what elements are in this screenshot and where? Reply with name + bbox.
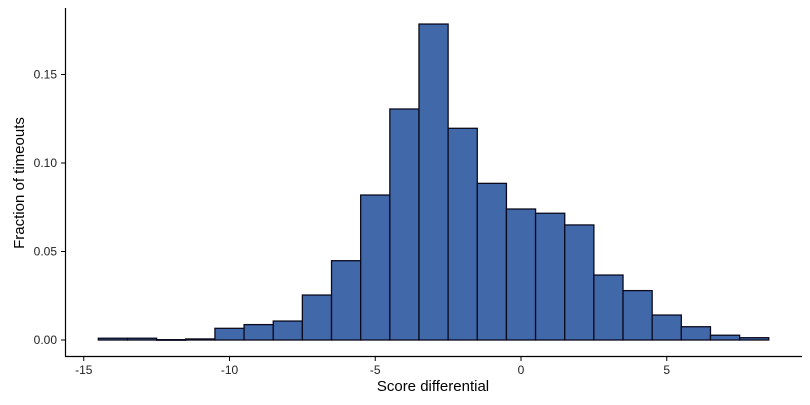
histogram-bar <box>709 334 741 341</box>
histogram-bar <box>185 338 216 341</box>
histogram-bar <box>330 260 362 341</box>
x-axis-ticks: -15 -10 -5 0 5 <box>75 356 670 377</box>
histogram-bar <box>360 194 391 341</box>
histogram-bar <box>651 314 682 341</box>
histogram-bar <box>505 208 537 341</box>
y-tick-label: 0.10 <box>34 156 58 170</box>
histogram-bar <box>447 127 478 341</box>
y-tick-label: 0.05 <box>34 245 58 259</box>
y-tick-label: 0.15 <box>34 68 58 82</box>
histogram-bar <box>564 224 595 341</box>
x-tick-label: 0 <box>518 363 525 377</box>
x-tick-label: -5 <box>370 363 381 377</box>
histogram-bar <box>126 337 158 341</box>
y-axis-title: Fraction of timeouts <box>11 117 28 249</box>
histogram-bars <box>97 23 770 341</box>
histogram-bar <box>214 327 245 341</box>
histogram-bar <box>738 337 770 341</box>
x-tick-label: 5 <box>663 363 670 377</box>
histogram-bar <box>301 294 333 341</box>
histogram-bar <box>97 337 129 341</box>
histogram-bar <box>534 212 566 341</box>
x-tick-label: -15 <box>75 363 93 377</box>
histogram-bar <box>680 326 712 341</box>
histogram-bar <box>389 108 420 341</box>
y-tick-label: 0.00 <box>34 333 58 347</box>
histogram-bar <box>418 23 449 341</box>
histogram-bar <box>272 320 304 341</box>
histogram-bar <box>622 289 653 341</box>
y-axis-ticks: 0.00 0.05 0.10 0.15 <box>34 68 66 347</box>
x-axis-title: Score differential <box>377 378 489 395</box>
histogram-bar <box>476 182 508 341</box>
x-tick-label: -10 <box>221 363 239 377</box>
histogram-bar <box>593 274 624 341</box>
histogram-bar <box>243 323 274 341</box>
histogram-bar <box>155 338 187 341</box>
